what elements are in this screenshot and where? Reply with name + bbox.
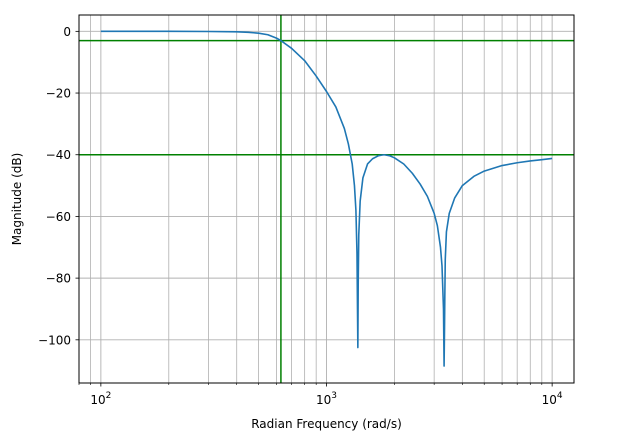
x-tick-label: 104	[542, 391, 563, 407]
x-tick-label: 103	[316, 391, 337, 407]
x-axis-label: Radian Frequency (rad/s)	[251, 417, 402, 431]
magnitude-response-line	[100, 30, 553, 367]
y-tick-label: 0	[63, 25, 71, 39]
grid	[78, 15, 574, 383]
reference-lines	[79, 15, 574, 383]
y-tick-label: −80	[46, 272, 71, 286]
y-axis-label: Magnitude (dB)	[10, 153, 24, 246]
y-tick-label: −60	[46, 210, 71, 224]
y-tick-label: −20	[46, 87, 71, 101]
ticks: 0 −20 −40 −60 −80 −100 102 103 104	[38, 25, 563, 407]
y-tick-label: −40	[46, 148, 71, 162]
y-tick-label: −100	[38, 333, 71, 347]
x-tick-label: 102	[90, 391, 111, 407]
series-layer	[100, 30, 553, 367]
